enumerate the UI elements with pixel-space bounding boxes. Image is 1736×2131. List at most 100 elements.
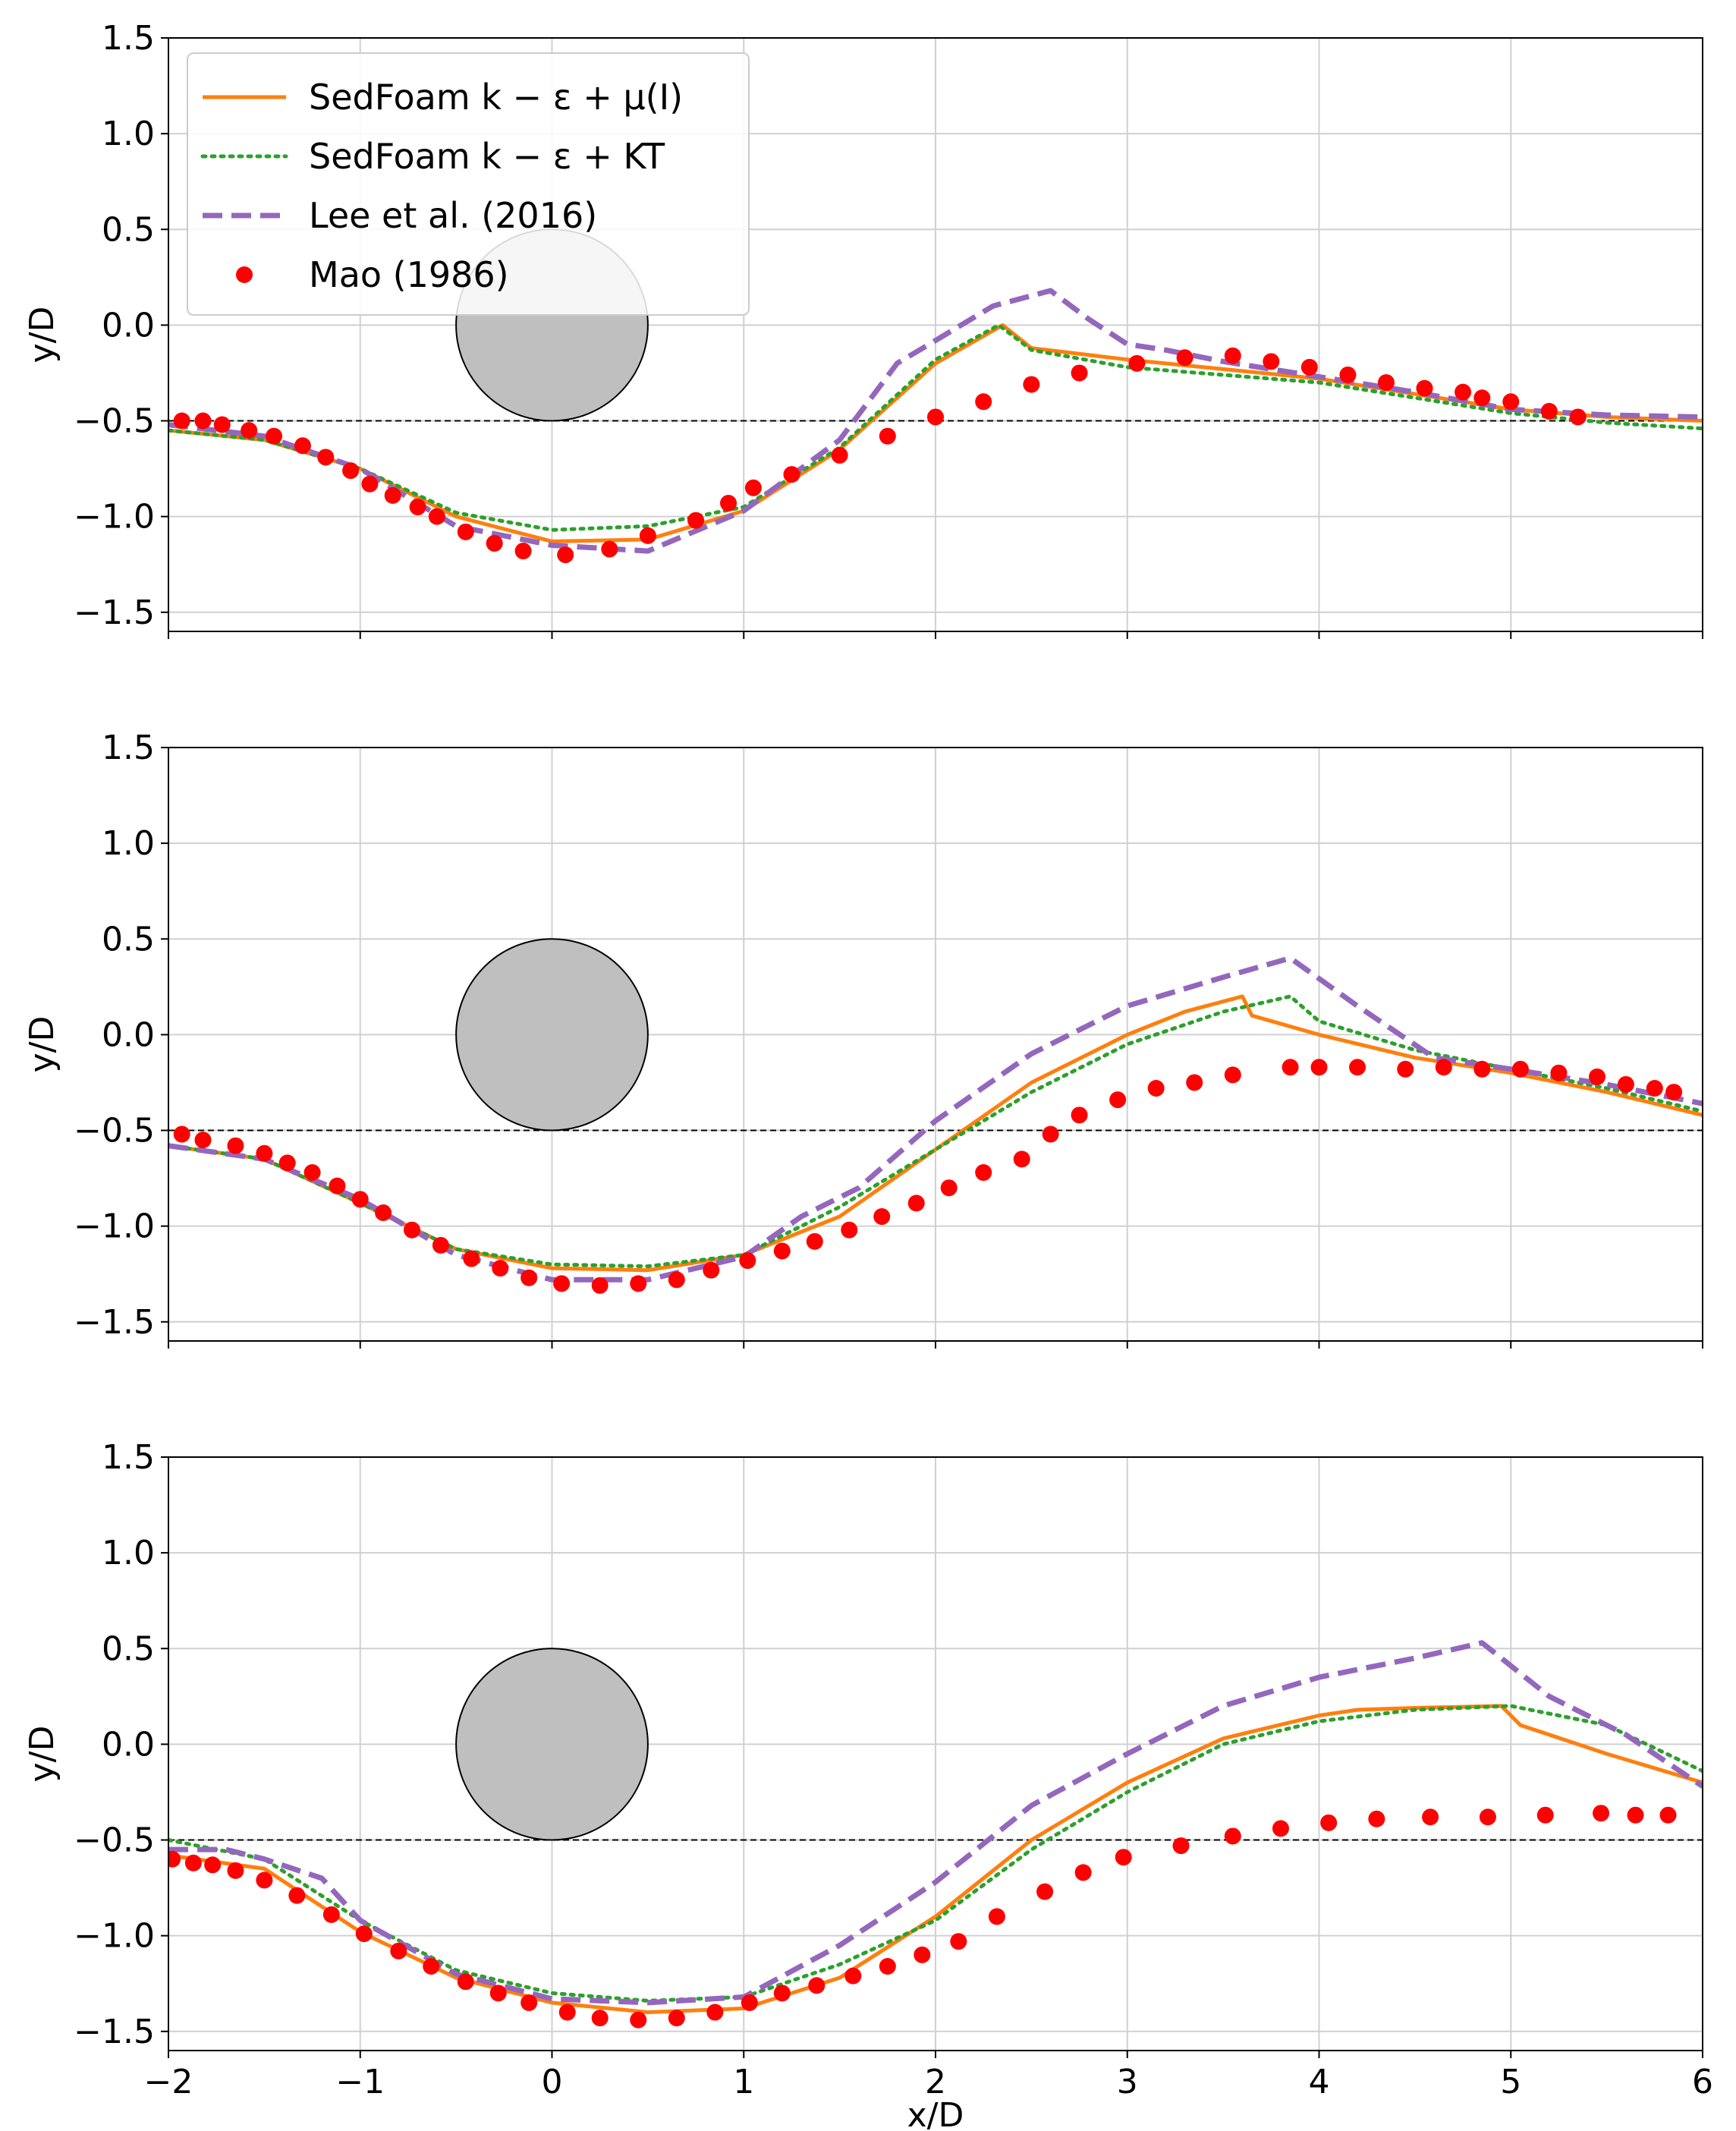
mao-data-point xyxy=(375,1204,392,1221)
mao-data-point xyxy=(492,1260,509,1277)
mao-data-point xyxy=(553,1275,571,1292)
mao-data-point xyxy=(988,1908,1005,1925)
y-tick-label: 0.5 xyxy=(102,210,155,249)
mao-data-point xyxy=(317,449,335,466)
legend: SedFoam k − ε + μ(I) SedFoam k − ε + KT Le… xyxy=(187,52,750,316)
mao-data-point xyxy=(1224,1827,1241,1845)
mao-data-point xyxy=(1416,379,1433,397)
x-tick-label: −2 xyxy=(144,2063,193,2101)
mao-data-point xyxy=(773,1985,791,2002)
mao-data-point xyxy=(844,1967,862,1985)
legend-marker-mao xyxy=(236,266,253,283)
mao-data-point xyxy=(591,1276,609,1294)
mao-data-point xyxy=(463,1250,480,1267)
mao-data-point xyxy=(227,1137,244,1154)
mao-data-point xyxy=(975,1164,992,1182)
x-tick-label: 6 xyxy=(1692,2063,1713,2101)
mao-data-point xyxy=(1455,383,1472,401)
bottom-panel: −2 −1 0 1 2 3 4 5 6 −1.5 −1.0 −0.5 0.0 0.5 1.0 1.5 y/D x/… xyxy=(23,1438,1713,2131)
y-tick-label: −1.5 xyxy=(74,2013,155,2051)
series-line-lee xyxy=(168,955,1703,1283)
mao-data-point xyxy=(557,546,574,564)
mao-data-point xyxy=(720,494,737,512)
mao-data-point xyxy=(266,427,283,445)
mao-data-point xyxy=(1172,1837,1190,1855)
y-tick-label: 1.5 xyxy=(102,729,155,767)
mao-data-point xyxy=(630,2011,647,2029)
mao-data-point xyxy=(1511,1060,1529,1078)
mao-data-point xyxy=(1300,358,1318,376)
x-tick-label: 4 xyxy=(1309,2063,1330,2101)
mao-data-point xyxy=(278,1154,296,1172)
mao-data-point xyxy=(1282,1059,1299,1076)
mao-data-point xyxy=(184,1854,202,1871)
mao-data-point xyxy=(1397,1060,1414,1078)
mao-data-point xyxy=(1186,1074,1203,1091)
x-tick-label: −1 xyxy=(335,2063,385,2101)
mao-data-point xyxy=(1115,1849,1132,1866)
y-tick-label: −1.5 xyxy=(74,1303,155,1342)
mao-data-point xyxy=(1310,1059,1328,1076)
mao-data-point xyxy=(361,475,379,493)
mao-data-point xyxy=(687,512,705,529)
legend-label-mao: Mao (1986) xyxy=(309,254,509,295)
mao-data-point xyxy=(168,1850,181,1868)
legend-label-sedfoam_mu: SedFoam k − ε + μ(I) xyxy=(309,77,683,118)
mao-data-point xyxy=(1422,1808,1439,1826)
y-tick-label: 0.0 xyxy=(102,1015,155,1054)
mao-data-point xyxy=(1128,354,1146,372)
mao-data-point xyxy=(1071,1106,1088,1124)
mao-data-point xyxy=(1479,1808,1496,1826)
mao-data-point xyxy=(173,1125,190,1143)
x-tick-label: 0 xyxy=(542,2063,563,2101)
mao-data-point xyxy=(1502,393,1520,411)
series-line-sedfoam_kt xyxy=(168,323,1703,532)
y-tick-label: −1.0 xyxy=(74,1207,155,1246)
mao-data-point xyxy=(342,462,360,480)
mao-data-point xyxy=(706,2004,724,2021)
mao-data-point xyxy=(601,540,618,558)
mao-data-point xyxy=(739,1252,756,1270)
mao-data-point xyxy=(558,2004,576,2021)
mao-data-point xyxy=(390,1942,407,1959)
mao-data-point xyxy=(1042,1125,1059,1143)
mao-data-point xyxy=(1109,1091,1127,1109)
mao-data-point xyxy=(1023,376,1040,393)
y-tick-label: −1.5 xyxy=(74,593,155,632)
mao-data-point xyxy=(288,1887,306,1904)
mao-data-point xyxy=(1074,1864,1092,1881)
mao-data-point xyxy=(486,534,503,552)
mao-data-point xyxy=(351,1191,369,1208)
mao-data-point xyxy=(355,1925,373,1943)
legend-label-sedfoam_kt: SedFoam k − ε + KT xyxy=(309,136,665,177)
mao-data-point xyxy=(1588,1068,1605,1085)
mao-data-point xyxy=(1536,1806,1554,1824)
mao-data-point xyxy=(1550,1064,1568,1081)
mao-data-point xyxy=(409,499,426,516)
mao-data-point xyxy=(329,1177,346,1195)
mao-data-point xyxy=(1435,1059,1452,1076)
mao-data-point xyxy=(808,1977,826,1994)
x-axis-label: x/D xyxy=(907,2096,964,2131)
mao-data-point xyxy=(194,1132,212,1149)
mao-data-point xyxy=(294,437,311,455)
mao-data-point xyxy=(1617,1075,1634,1093)
mao-data-point xyxy=(841,1221,858,1239)
mao-data-point xyxy=(227,1862,244,1879)
y-tick-label: 0.0 xyxy=(102,306,155,345)
mao-data-point xyxy=(907,1195,925,1212)
mao-data-point xyxy=(1263,353,1280,370)
mao-data-point xyxy=(457,523,474,540)
x-tick-label: 3 xyxy=(1117,2063,1138,2101)
mao-data-point xyxy=(1627,1806,1644,1824)
y-tick-label: 0.0 xyxy=(102,1725,155,1764)
mao-data-point xyxy=(783,466,800,483)
mao-data-point xyxy=(1569,408,1587,426)
mao-data-point xyxy=(1540,402,1558,420)
mao-data-point xyxy=(428,508,445,525)
mao-data-point xyxy=(256,1871,273,1889)
y-axis-label: y/D xyxy=(23,1726,61,1783)
mao-data-point xyxy=(204,1856,222,1874)
mao-data-point xyxy=(1224,347,1241,364)
